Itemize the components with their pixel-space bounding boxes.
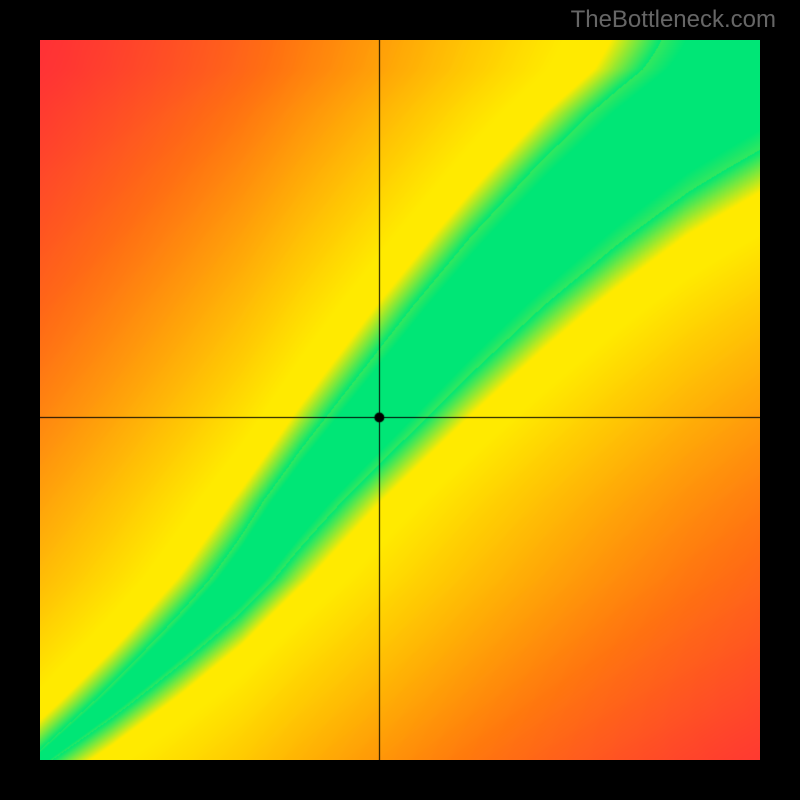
watermark-text: TheBottleneck.com bbox=[571, 6, 776, 34]
heatmap-canvas bbox=[40, 40, 760, 760]
